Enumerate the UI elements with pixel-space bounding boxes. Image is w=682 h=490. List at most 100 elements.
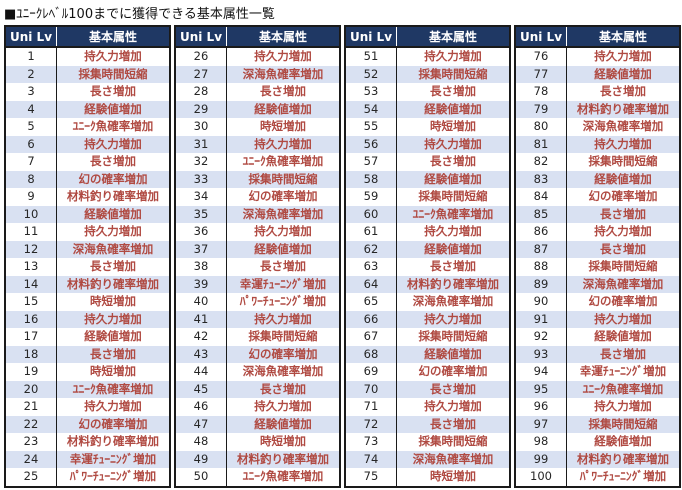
table-row: 60 ﾕﾆｰｸ魚確率増加 — [345, 205, 510, 223]
table-row: 22 幻の確率増加 — [5, 415, 170, 433]
table-row: 20 ﾕﾆｰｸ魚確率増加 — [5, 380, 170, 398]
table-row: 97 採集時間短縮 — [515, 415, 680, 433]
table-row: 63 長さ増加 — [345, 258, 510, 276]
table-row: 77 経験値増加 — [515, 65, 680, 83]
table-row: 8 幻の確率増加 — [5, 170, 170, 188]
table-row: 56 持久力増加 — [345, 135, 510, 153]
attribute-cell: 幻の確率増加 — [226, 188, 340, 206]
level-cell: 95 — [515, 380, 567, 398]
level-cell: 25 — [5, 468, 57, 487]
level-cell: 9 — [5, 188, 57, 206]
level-cell: 17 — [5, 328, 57, 346]
table-row: 28 長さ増加 — [175, 83, 340, 101]
table-row: 5 ﾕﾆｰｸ魚確率増加 — [5, 118, 170, 136]
table-row: 58 経験値増加 — [345, 170, 510, 188]
level-header: Uni Lv — [5, 26, 57, 48]
level-cell: 21 — [5, 398, 57, 416]
level-cell: 41 — [175, 310, 227, 328]
table-row: 12 深海魚確率増加 — [5, 240, 170, 258]
level-cell: 60 — [345, 205, 397, 223]
attribute-cell: ﾕﾆｰｸ魚確率増加 — [56, 380, 170, 398]
attribute-cell: 経験値増加 — [566, 328, 680, 346]
attribute-cell: 持久力増加 — [566, 223, 680, 241]
attribute-cell: 経験値増加 — [396, 240, 510, 258]
attribute-cell: 経験値増加 — [226, 415, 340, 433]
table-row: 40 ﾊﾟﾜｰﾁｭｰﾆﾝｸﾞ増加 — [175, 293, 340, 311]
table-row: 42 採集時間短縮 — [175, 328, 340, 346]
attribute-cell: 時短増加 — [56, 293, 170, 311]
attribute-cell: ﾕﾆｰｸ魚確率増加 — [226, 468, 340, 487]
level-cell: 73 — [345, 433, 397, 451]
level-cell: 2 — [5, 65, 57, 83]
table-row: 27 深海魚確率増加 — [175, 65, 340, 83]
attribute-cell: 長さ増加 — [396, 83, 510, 101]
attribute-cell: 採集時間短縮 — [396, 65, 510, 83]
level-cell: 98 — [515, 433, 567, 451]
table-row: 14 材料釣り確率増加 — [5, 275, 170, 293]
level-cell: 35 — [175, 205, 227, 223]
level-cell: 58 — [345, 170, 397, 188]
table-row: 41 持久力増加 — [175, 310, 340, 328]
attribute-cell: 持久力増加 — [226, 398, 340, 416]
level-cell: 43 — [175, 345, 227, 363]
table-row: 96 持久力増加 — [515, 398, 680, 416]
attribute-cell: 長さ増加 — [566, 205, 680, 223]
attribute-cell: 幻の確率増加 — [226, 345, 340, 363]
attribute-cell: 材料釣り確率増加 — [56, 433, 170, 451]
attribute-cell: 材料釣り確率増加 — [226, 450, 340, 468]
table-row: 61 持久力増加 — [345, 223, 510, 241]
table-row: 10 経験値増加 — [5, 205, 170, 223]
level-cell: 61 — [345, 223, 397, 241]
attribute-cell: 採集時間短縮 — [396, 433, 510, 451]
attribute-cell: 持久力増加 — [56, 135, 170, 153]
page-title: ■ﾕﾆｰｸﾚﾍﾞﾙ100までに獲得できる基本属性一覧 — [4, 7, 275, 22]
attribute-header: 基本属性 — [56, 26, 170, 48]
level-cell: 11 — [5, 223, 57, 241]
table-row: 92 経験値増加 — [515, 328, 680, 346]
level-cell: 77 — [515, 65, 567, 83]
table-row: 19 時短増加 — [5, 363, 170, 381]
attribute-cell: 深海魚確率増加 — [226, 363, 340, 381]
level-cell: 94 — [515, 363, 567, 381]
level-cell: 54 — [345, 100, 397, 118]
attribute-cell: 幸運ﾁｭｰﾆﾝｸﾞ増加 — [226, 275, 340, 293]
table-row: 78 長さ増加 — [515, 83, 680, 101]
level-cell: 12 — [5, 240, 57, 258]
table-row: 44 深海魚確率増加 — [175, 363, 340, 381]
level-cell: 3 — [5, 83, 57, 101]
table-row: 31 持久力増加 — [175, 135, 340, 153]
attribute-cell: 持久力増加 — [566, 310, 680, 328]
table-row: 25 ﾊﾟﾜｰﾁｭｰﾆﾝｸﾞ増加 — [5, 468, 170, 487]
level-cell: 48 — [175, 433, 227, 451]
attribute-cell: 時短増加 — [396, 468, 510, 487]
attribute-cell: 採集時間短縮 — [566, 258, 680, 276]
attribute-tables: Uni Lv 基本属性 1 持久力増加 2 採集時間短縮 3 長さ増加 4 経験値増加 5 ﾕﾆｰｸ魚… — [4, 25, 682, 488]
level-cell: 28 — [175, 83, 227, 101]
table-row: 100 ﾊﾟﾜｰﾁｭｰﾆﾝｸﾞ増加 — [515, 468, 680, 487]
attribute-cell: 持久力増加 — [226, 135, 340, 153]
attribute-cell: 持久力増加 — [226, 223, 340, 241]
level-cell: 78 — [515, 83, 567, 101]
table-row: 52 採集時間短縮 — [345, 65, 510, 83]
table-row: 17 経験値増加 — [5, 328, 170, 346]
level-cell: 79 — [515, 100, 567, 118]
attribute-cell: 深海魚確率増加 — [396, 450, 510, 468]
attribute-cell: 採集時間短縮 — [566, 415, 680, 433]
attribute-cell: 持久力増加 — [396, 135, 510, 153]
table-row: 29 経験値増加 — [175, 100, 340, 118]
level-cell: 70 — [345, 380, 397, 398]
attribute-cell: 経験値増加 — [396, 345, 510, 363]
table-row: 47 経験値増加 — [175, 415, 340, 433]
level-cell: 81 — [515, 135, 567, 153]
table-row: 3 長さ増加 — [5, 83, 170, 101]
level-cell: 68 — [345, 345, 397, 363]
table-row: 15 時短増加 — [5, 293, 170, 311]
table-row: 38 長さ増加 — [175, 258, 340, 276]
table-row: 39 幸運ﾁｭｰﾆﾝｸﾞ増加 — [175, 275, 340, 293]
attribute-cell: 幻の確率増加 — [396, 363, 510, 381]
table-row: 16 持久力増加 — [5, 310, 170, 328]
attribute-cell: 持久力増加 — [226, 310, 340, 328]
level-cell: 40 — [175, 293, 227, 311]
attribute-cell: 採集時間短縮 — [226, 170, 340, 188]
attribute-cell: 長さ増加 — [226, 258, 340, 276]
